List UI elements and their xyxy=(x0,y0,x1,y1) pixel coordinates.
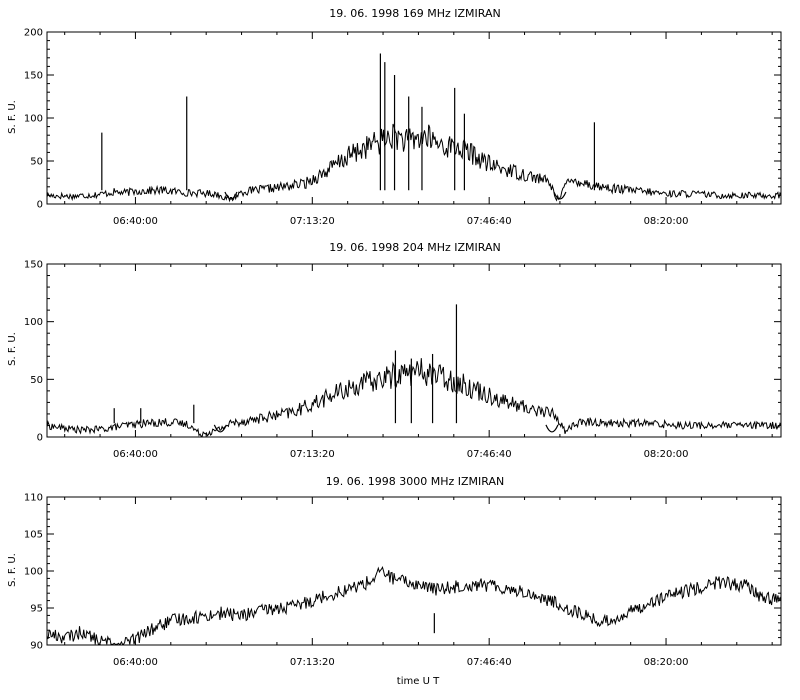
x-tick-label: 07:13:20 xyxy=(290,216,335,227)
y-axis-label: S. F. U. xyxy=(7,332,18,366)
y-tick-label: 90 xyxy=(30,641,43,652)
x-tick-label: 06:40:00 xyxy=(113,449,158,460)
y-axis-label: S. F. U. xyxy=(7,100,18,134)
x-tick-label: 07:46:40 xyxy=(467,657,512,668)
x-tick-label: 07:46:40 xyxy=(467,216,512,227)
y-tick-label: 100 xyxy=(24,114,43,125)
panel-3000mhz: 19. 06. 1998 3000 MHz IZMIRAN S. F. U. t… xyxy=(7,475,782,687)
plot-frame xyxy=(46,31,782,205)
y-tick-label: 150 xyxy=(24,260,43,271)
y-tick-label: 110 xyxy=(24,493,43,504)
dip-mark xyxy=(553,191,567,200)
y-tick-label: 0 xyxy=(37,200,43,211)
y-tick-label: 105 xyxy=(24,530,43,541)
panel-204mhz: 19. 06. 1998 204 MHz IZMIRAN S. F. U. 0 5… xyxy=(7,241,782,460)
panel-169mhz: 19. 06. 1998 169 MHz IZMIRAN S. F. U. 0 5… xyxy=(7,7,782,227)
y-tick-label: 100 xyxy=(24,317,43,328)
x-tick-label: 07:46:40 xyxy=(467,449,512,460)
series-line xyxy=(46,358,782,437)
dip-mark xyxy=(224,191,238,200)
x-tick-label: 06:40:00 xyxy=(113,216,158,227)
y-tick-label: 50 xyxy=(30,375,43,386)
series-line xyxy=(46,565,782,645)
y-tick-label: 0 xyxy=(37,433,43,444)
x-tick-label: 08:20:00 xyxy=(644,449,689,460)
x-tick-label: 06:40:00 xyxy=(113,657,158,668)
y-tick-label: 100 xyxy=(24,567,43,578)
y-tick-label: 95 xyxy=(30,604,43,615)
series-line xyxy=(46,123,782,203)
y-axis-label: S. F. U. xyxy=(7,553,18,587)
chart-title: 19. 06. 1998 169 MHz IZMIRAN xyxy=(329,7,500,20)
x-tick-label: 08:20:00 xyxy=(644,657,689,668)
plot-frame xyxy=(46,496,782,646)
plot-frame xyxy=(46,263,782,438)
y-tick-label: 50 xyxy=(30,157,43,168)
x-axis-label: time U T xyxy=(397,676,440,687)
y-tick-label: 200 xyxy=(24,28,43,39)
x-tick-label: 07:13:20 xyxy=(290,449,335,460)
x-tick-label: 08:20:00 xyxy=(644,216,689,227)
dip-mark xyxy=(545,424,559,433)
chart-title: 19. 06. 1998 204 MHz IZMIRAN xyxy=(329,241,500,254)
y-tick-label: 150 xyxy=(24,71,43,82)
x-tick-label: 07:13:20 xyxy=(290,657,335,668)
dip-mark xyxy=(213,424,227,433)
chart-title: 19. 06. 1998 3000 MHz IZMIRAN xyxy=(326,475,504,488)
